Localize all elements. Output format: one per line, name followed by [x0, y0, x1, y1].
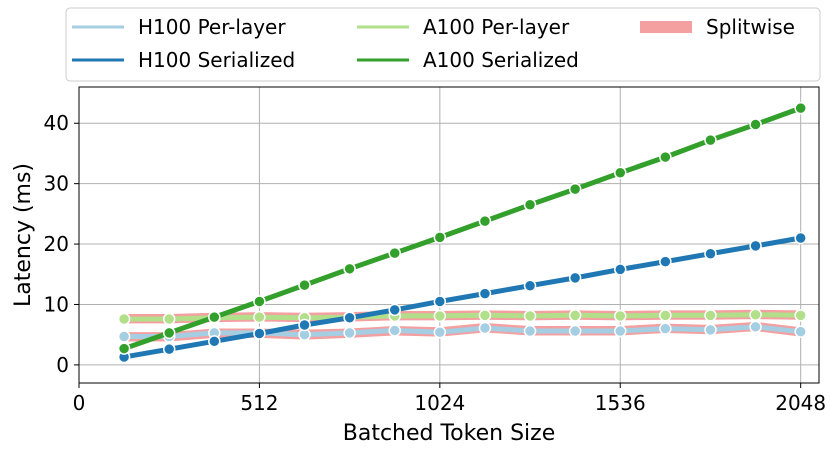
- x-tick-label: 0: [73, 391, 86, 415]
- h100-serialized-line: [121, 235, 804, 360]
- a100-per-layer-point: [523, 309, 537, 323]
- h100-per-layer-point: [749, 320, 762, 334]
- legend-box: [65, 7, 821, 82]
- a100-serialized-point: [523, 198, 537, 212]
- h100-serialized-point: [614, 263, 627, 276]
- h100-serialized-point: [253, 327, 266, 340]
- h100-serialized-point: [388, 303, 401, 317]
- a100-serialized-point: [794, 101, 807, 115]
- a100-serialized-point: [388, 246, 401, 260]
- h100-per-layer-point: [433, 326, 447, 339]
- a100-per-layer-point: [568, 309, 582, 322]
- h100-per-layer-point: [478, 321, 492, 335]
- h100-serialized-point: [343, 311, 356, 325]
- legend-label-splitwise: Splitwise: [706, 15, 795, 39]
- y-tick-label: 0: [56, 353, 69, 377]
- h100-per-layer-point: [388, 324, 401, 337]
- plot-frame: [78, 86, 820, 384]
- h100-serialized-point: [749, 239, 762, 253]
- h100-serialized-point: [659, 255, 672, 268]
- h100-per-layer-point: [704, 323, 717, 337]
- a100-per-layer-point: [749, 308, 762, 321]
- a100-per-layer-point: [704, 309, 717, 322]
- a100-per-layer-line: [121, 312, 804, 322]
- a100-serialized-point: [343, 262, 356, 276]
- x-tick-label: 512: [240, 391, 278, 415]
- h100-serialized-point: [568, 271, 582, 285]
- a100-per-layer-point: [162, 312, 176, 326]
- h100-serialized-point: [298, 318, 311, 332]
- a100-serialized-point: [298, 278, 311, 292]
- a100-serialized-point: [704, 133, 717, 147]
- h100-per-layer-line: [121, 324, 804, 339]
- legend-label-h100-per-layer: H100 Per-layer: [138, 15, 286, 39]
- a100-serialized-point: [614, 166, 627, 180]
- a100-serialized-point: [433, 231, 447, 244]
- h100-serialized-point: [162, 342, 176, 356]
- legend-label-a100-serialized: A100 Serialized: [423, 48, 579, 72]
- a100-serialized-point: [253, 295, 266, 308]
- a100-serialized-point: [659, 150, 672, 164]
- ticks: 0 512 1024 1536 2048 0 10 20 30 40: [44, 111, 827, 415]
- a100-per-layer-point: [478, 309, 492, 322]
- h100-serialized-point: [704, 247, 717, 260]
- y-axis-label: Latency (ms): [11, 163, 36, 307]
- x-tick-label: 1024: [414, 391, 465, 415]
- a100-serialized-line: [121, 105, 804, 352]
- y-tick-label: 30: [44, 172, 69, 196]
- h100-per-layer-point: [343, 326, 356, 340]
- legend: H100 Per-layer H100 Serialized A100 Per-la…: [65, 7, 821, 82]
- a100-serialized-point: [208, 310, 221, 324]
- h100-per-layer-point: [659, 322, 672, 335]
- a100-per-layer-point: [433, 309, 447, 323]
- h100-per-layer-point: [794, 325, 807, 338]
- a100-serialized-point: [162, 326, 176, 340]
- y-tick-label: 40: [44, 111, 69, 135]
- h100-per-layer-point: [117, 330, 131, 343]
- a100-per-layer-point: [117, 312, 131, 326]
- h100-serialized-point: [208, 335, 221, 348]
- h100-serialized-point: [433, 295, 447, 308]
- a100-serialized-point: [749, 118, 762, 131]
- x-tick-label: 1536: [595, 391, 646, 415]
- x-tick-label: 2048: [775, 391, 826, 415]
- y-tick-label: 10: [44, 292, 69, 316]
- h100-per-layer-point: [568, 324, 582, 338]
- a100-serialized-point: [117, 342, 131, 355]
- legend-label-h100-serialized: H100 Serialized: [138, 48, 295, 72]
- h100-per-layer-point: [523, 324, 537, 338]
- h100-per-layer-point: [614, 324, 627, 338]
- a100-serialized-point: [478, 214, 492, 228]
- legend-label-a100-per-layer: A100 Per-layer: [423, 15, 570, 39]
- h100-serialized-point: [478, 287, 492, 300]
- y-tick-label: 20: [44, 232, 69, 256]
- a100-per-layer-point: [614, 309, 627, 323]
- h100-serialized-point: [523, 279, 537, 292]
- a100-per-layer-point: [794, 309, 807, 322]
- a100-serialized-point: [568, 182, 582, 196]
- x-axis-label: Batched Token Size: [343, 421, 555, 446]
- series-lines: [117, 101, 807, 364]
- h100-serialized-point: [794, 231, 807, 245]
- a100-per-layer-point: [253, 310, 266, 324]
- a100-per-layer-point: [659, 309, 672, 322]
